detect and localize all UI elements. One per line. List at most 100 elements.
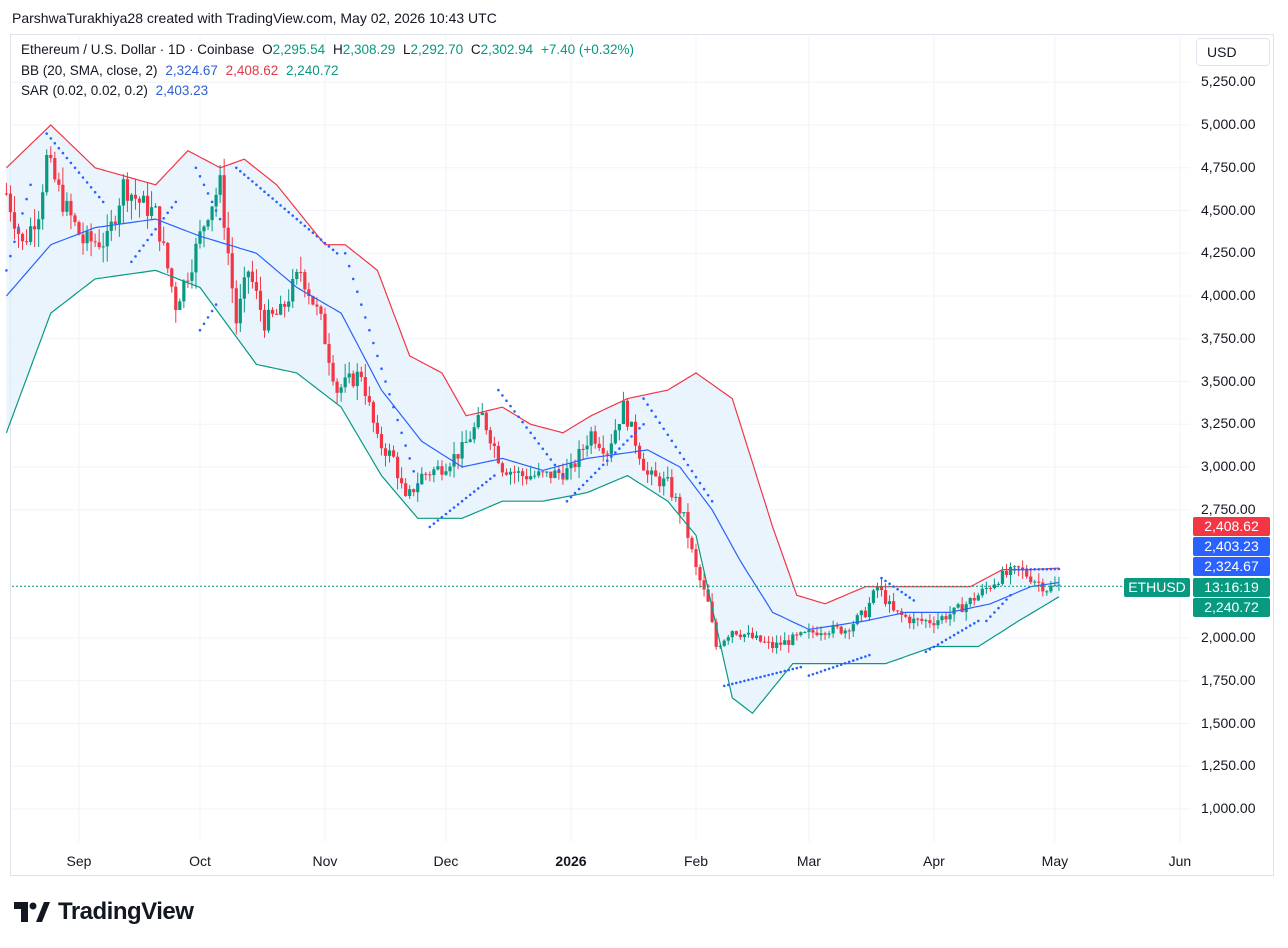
sar-dot	[319, 238, 323, 241]
sar-dot	[57, 146, 61, 150]
sar-dot	[791, 667, 795, 671]
candle	[617, 423, 621, 441]
candle	[448, 462, 452, 477]
sar-dot	[977, 619, 980, 623]
sar-dot	[468, 493, 472, 497]
candle	[117, 198, 121, 237]
sar-dot	[964, 626, 968, 630]
sar-dot	[739, 680, 742, 684]
candle	[97, 229, 101, 250]
legend-bb[interactable]: BB (20, SMA, close, 2) 2,324.67 2,408.62…	[21, 63, 343, 78]
legend-change: +7.40 (+0.32%)	[540, 42, 635, 57]
tradingview-brand[interactable]: TradingView	[14, 898, 194, 926]
sar-dot	[698, 481, 702, 485]
candle	[904, 612, 908, 619]
sar-dot	[295, 217, 299, 221]
sar-dot	[259, 187, 262, 190]
candle	[335, 378, 339, 404]
candle	[851, 620, 855, 637]
sar-dot	[932, 645, 936, 649]
candle	[238, 283, 242, 333]
candle	[262, 304, 267, 338]
sar-dot	[146, 238, 149, 242]
sar-dot	[392, 405, 395, 409]
candle	[831, 620, 835, 638]
sar-dot	[1041, 567, 1045, 571]
sar-dot	[767, 673, 770, 677]
candle	[395, 452, 400, 490]
sar-dot	[396, 418, 399, 422]
sar-dot	[860, 656, 863, 660]
sar-dot	[634, 431, 637, 434]
sar-dot	[960, 629, 964, 632]
candle	[351, 370, 355, 389]
sar-dot	[896, 588, 899, 591]
candle	[154, 203, 158, 208]
sar-dot	[557, 468, 561, 472]
candle	[807, 623, 811, 639]
legend-sar[interactable]: SAR (0.02, 0.02, 0.2) 2,403.23	[21, 83, 212, 98]
sar-dot	[864, 655, 867, 658]
candle	[424, 471, 428, 481]
sar-dot	[690, 469, 694, 473]
sar-dot	[440, 515, 444, 519]
candle	[597, 437, 601, 452]
sar-dot	[924, 650, 928, 653]
sar-dot	[835, 664, 839, 668]
candle	[976, 592, 980, 601]
sar-dot	[356, 290, 359, 294]
sar-dot	[45, 132, 48, 135]
candle	[145, 182, 150, 229]
sar-dot	[376, 354, 379, 358]
candle	[93, 233, 97, 248]
sar-dot	[626, 439, 629, 442]
legend-open: 2,295.54	[272, 42, 326, 57]
candle	[53, 151, 57, 183]
candle	[20, 232, 25, 251]
candle	[996, 581, 1001, 588]
sar-dot	[5, 269, 8, 272]
sar-dot	[408, 457, 412, 460]
candle	[1053, 576, 1057, 587]
sar-dot	[481, 483, 484, 487]
candle	[174, 281, 178, 323]
price-tick-label: 1,500.00	[1201, 714, 1256, 731]
sar-dot	[505, 399, 508, 403]
candle	[476, 407, 480, 430]
candle	[758, 634, 763, 643]
candle	[45, 149, 49, 196]
sar-dot	[827, 667, 831, 671]
sar-dot	[997, 606, 1000, 610]
legend-low: 2,292.70	[410, 42, 464, 57]
sar-dot	[436, 519, 440, 522]
time-tick-label: 2026	[555, 853, 587, 869]
candle	[186, 272, 190, 288]
sar-dot	[214, 303, 218, 306]
sar-dot	[852, 659, 855, 662]
price-tick-label: 4,000.00	[1201, 287, 1256, 303]
candle	[347, 361, 351, 384]
sar-dot	[601, 463, 605, 467]
sar-dot	[1009, 594, 1012, 597]
sar-dot	[654, 415, 657, 419]
sar-dot	[162, 217, 165, 220]
price-tick-label: 5,000.00	[1201, 116, 1256, 132]
price-tick-label: 3,500.00	[1201, 372, 1256, 389]
currency-selector[interactable]: USD	[1196, 38, 1270, 66]
candle	[577, 440, 581, 479]
bb-lower-price-label: 2,240.72	[1193, 598, 1270, 617]
candle	[166, 242, 170, 274]
candle	[246, 270, 250, 294]
candle	[662, 471, 666, 496]
candle	[847, 628, 851, 640]
candle	[355, 363, 359, 401]
sar-dot	[315, 234, 319, 238]
candle	[980, 584, 984, 598]
candle	[520, 468, 525, 486]
bb-basis-price-label: 2,324.67	[1193, 557, 1270, 576]
sar-dot	[263, 190, 266, 193]
candle	[387, 443, 392, 463]
sar-dot	[561, 474, 565, 477]
candle	[1008, 562, 1013, 585]
